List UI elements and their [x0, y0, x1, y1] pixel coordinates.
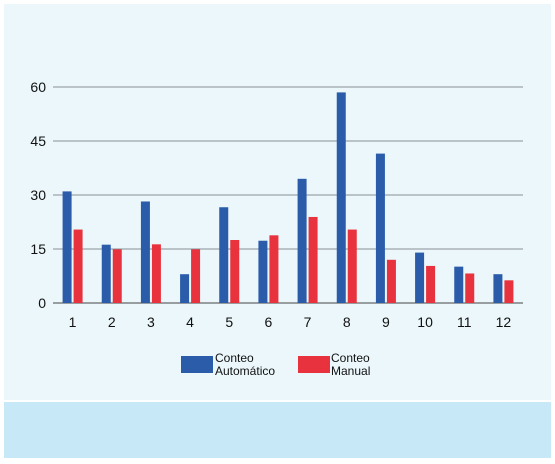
bar-manual-7	[308, 216, 318, 303]
bar-manual-4	[191, 249, 201, 303]
y-tick-label: 15	[30, 241, 46, 257]
bar-manual-2	[112, 249, 122, 303]
legend-label-manual-line2: Manual	[331, 364, 370, 378]
bar-automatico-12	[493, 274, 503, 303]
legend-swatch-manual	[298, 356, 330, 373]
bars	[62, 92, 514, 304]
bar-manual-12	[504, 280, 514, 303]
x-tick-label: 7	[304, 314, 312, 330]
bar-automatico-8	[336, 92, 346, 304]
x-tick-label: 3	[147, 314, 155, 330]
x-axis-ticks: 1 2 3 4 5 6 7 8 9 10 11 12	[69, 314, 512, 330]
y-tick-label: 45	[30, 133, 46, 149]
x-tick-label: 1	[69, 314, 77, 330]
bar-automatico-7	[297, 178, 307, 303]
footer-band	[4, 402, 551, 458]
x-tick-label: 2	[108, 314, 116, 330]
y-tick-label: 30	[30, 187, 46, 203]
y-axis-ticks: 0 15 30 45 60	[30, 79, 46, 311]
x-tick-label: 5	[225, 314, 233, 330]
bar-automatico-2	[101, 244, 111, 303]
y-tick-label: 60	[30, 79, 46, 95]
bar-manual-5	[230, 240, 240, 303]
bar-manual-10	[426, 265, 436, 303]
bar-manual-11	[465, 273, 475, 303]
x-tick-label: 6	[265, 314, 273, 330]
bar-manual-8	[347, 229, 357, 303]
bar-automatico-11	[454, 266, 464, 303]
x-tick-label: 10	[417, 314, 433, 330]
chart-panel	[4, 4, 551, 400]
bar-automatico-9	[375, 153, 385, 303]
legend-label-manual-line1: Conteo	[331, 351, 370, 365]
x-tick-label: 12	[496, 314, 512, 330]
bar-automatico-5	[219, 207, 229, 303]
bar-automatico-10	[415, 252, 425, 303]
bar-automatico-4	[180, 274, 190, 303]
x-tick-label: 4	[186, 314, 194, 330]
gridlines	[53, 86, 523, 304]
bar-manual-3	[151, 244, 161, 303]
legend-label-automatico-line1: Conteo	[215, 351, 254, 365]
y-tick-label: 0	[38, 295, 46, 311]
bar-manual-6	[269, 235, 279, 303]
legend-swatch-automatico	[181, 356, 213, 373]
legend: Conteo Automático Conteo Manual	[181, 351, 370, 378]
x-tick-label: 8	[343, 314, 351, 330]
bar-manual-9	[386, 259, 396, 303]
legend-label-automatico-line2: Automático	[215, 364, 275, 378]
bar-manual-1	[73, 229, 83, 303]
x-tick-label: 11	[457, 314, 472, 330]
bar-automatico-6	[258, 240, 268, 303]
x-tick-label: 9	[382, 314, 390, 330]
bar-automatico-1	[62, 191, 72, 303]
bar-automatico-3	[140, 201, 150, 303]
